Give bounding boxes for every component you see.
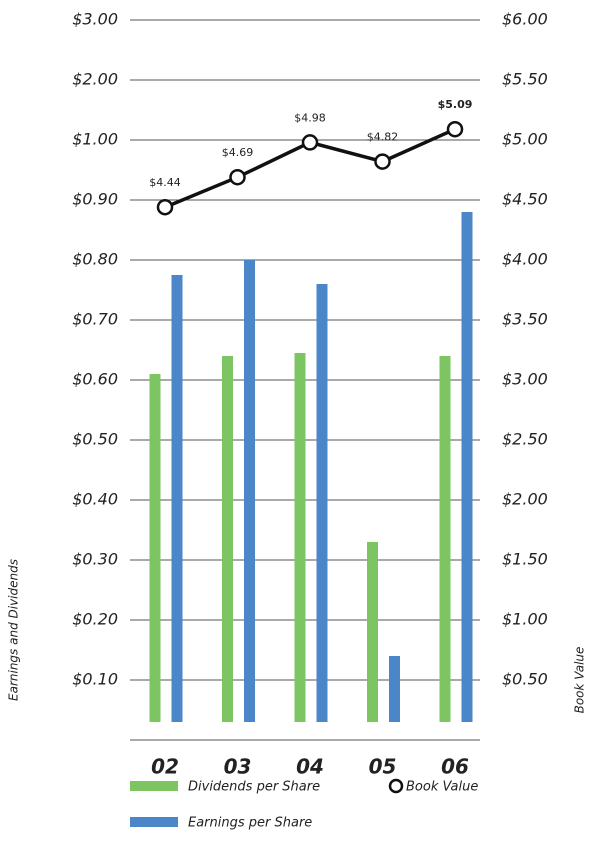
bar [244,260,255,722]
y-tick-label: $0.10 [72,670,118,689]
bar [149,374,161,722]
bar [389,656,400,722]
bar [171,275,183,722]
legend-marker [388,778,404,794]
legend-label: Earnings per Share [188,816,312,831]
y2-axis-title: Book Value [573,647,587,714]
legend-label: Book Value [406,780,478,795]
point [446,120,464,138]
y2-tick-label: $6.00 [502,10,548,29]
y2-tick-label: $3.50 [502,310,548,329]
value-label: $4.69 [222,146,254,159]
value-label: $5.09 [438,98,473,111]
y2-tick-label: $5.00 [502,130,548,149]
y-tick-label: $2.00 [72,70,118,89]
value-label: $4.44 [149,176,181,189]
point [229,168,246,186]
x-tick-label: 06 [441,755,469,779]
value-label: $4.82 [367,131,399,144]
x-tick-label: 02 [151,755,179,779]
y-tick-label: $0.70 [72,310,118,329]
y2-tick-label: $0.50 [502,670,548,689]
x-tick-label: 04 [296,755,324,779]
point [156,198,174,216]
y-tick-label: $3.00 [72,10,118,29]
y-tick-label: $0.20 [72,610,118,629]
y-tick-label: $0.80 [72,250,118,269]
y-tick-label: $0.60 [72,370,118,389]
y2-tick-label: $4.50 [502,190,548,209]
y2-tick-label: $3.00 [502,370,548,389]
point [374,153,391,170]
bar [316,284,328,722]
bar [439,356,451,722]
value-label: $4.98 [294,111,326,124]
legend-label: Dividends per Share [188,780,320,795]
legend-swatch [130,781,178,791]
x-tick-label: 03 [224,755,252,779]
y-tick-label: $1.00 [72,130,118,149]
y2-tick-label: $5.50 [502,70,548,89]
y2-tick-label: $4.00 [502,250,548,269]
point [301,134,319,151]
y-axis-title: Earnings and Dividends [7,559,21,701]
y2-tick-label: $2.00 [502,490,548,509]
y2-tick-label: $2.50 [502,430,548,449]
y-tick-label: $0.50 [72,430,118,449]
bar [294,353,306,722]
y-tick-label: $0.30 [72,550,118,569]
legend-swatch [130,817,178,827]
y2-tick-label: $1.50 [502,550,548,569]
y2-tick-label: $1.00 [502,610,548,629]
bar [222,356,233,722]
y-tick-label: $0.90 [72,190,118,209]
bar [461,212,473,722]
bar [367,542,378,722]
y-tick-label: $0.40 [72,490,118,509]
x-tick-label: 05 [369,755,397,779]
